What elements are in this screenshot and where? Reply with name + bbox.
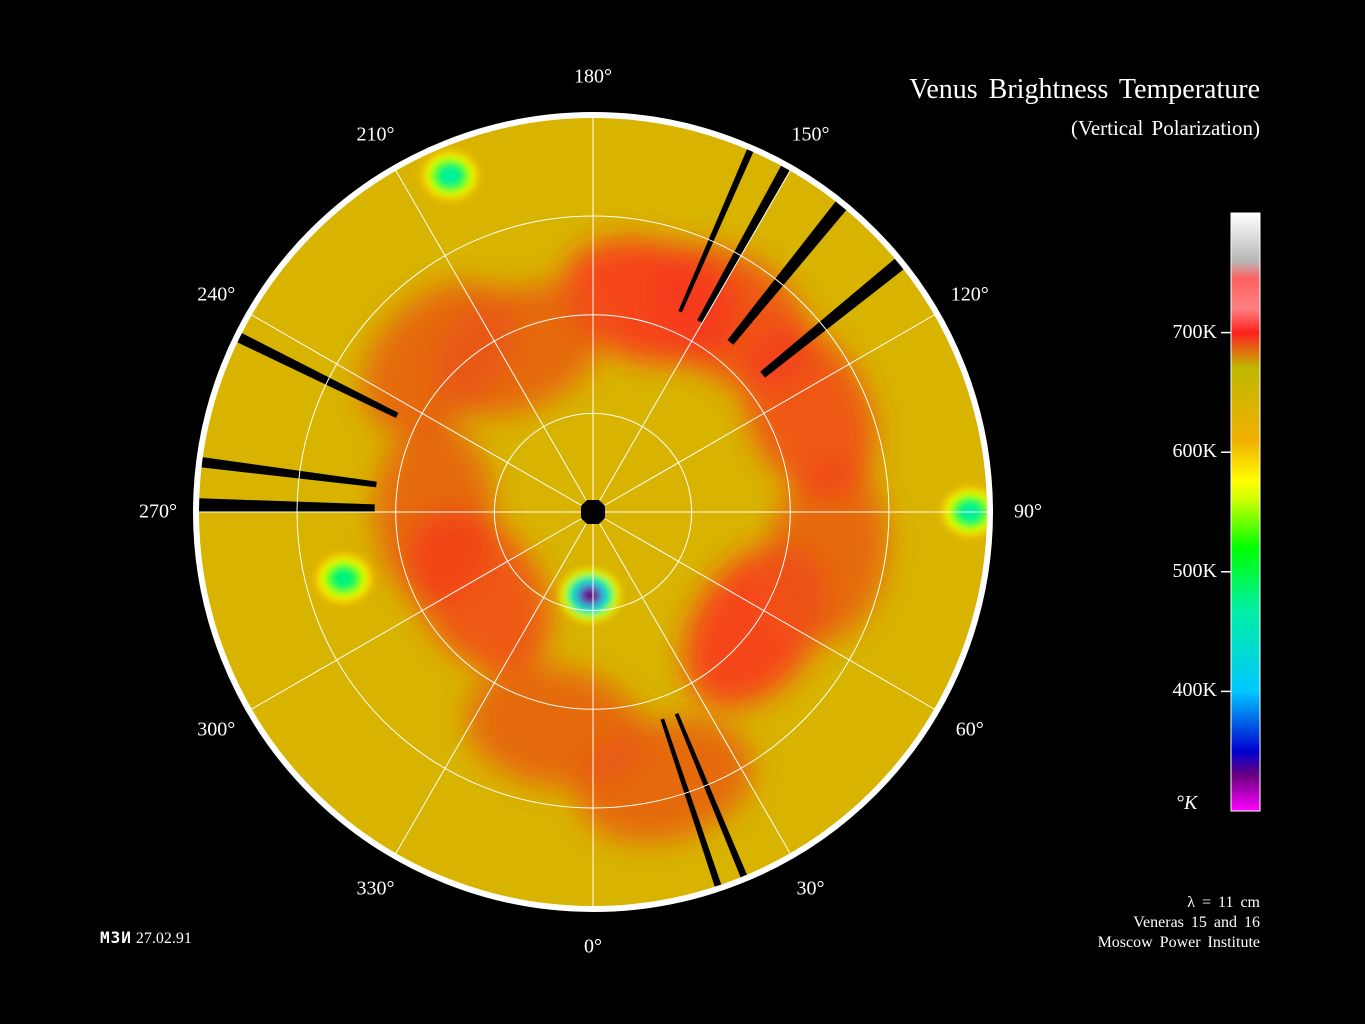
angle-label-150: 150° — [791, 123, 830, 146]
outer-rim — [193, 112, 993, 912]
colorbar — [1230, 212, 1261, 812]
data-gap-0 — [727, 183, 861, 345]
credit-date: 27.02.91 — [135, 930, 192, 947]
spoke-30 — [592, 511, 792, 857]
spoke-300 — [248, 511, 594, 711]
data-gap-3 — [760, 244, 922, 378]
hot-region-4 — [407, 510, 551, 674]
cold-spot-2 — [313, 552, 374, 605]
colorbar-label-400: 400K — [1172, 679, 1217, 702]
data-gaps — [196, 128, 922, 909]
colorbar-label-700: 700K — [1172, 320, 1217, 343]
angle-label-120: 120° — [950, 283, 989, 305]
spoke-330 — [394, 511, 594, 857]
data-gap-5 — [196, 453, 377, 488]
pole-marker — [581, 500, 605, 524]
data-gap-1 — [697, 145, 802, 323]
note-wavelength: λ = 11 cm — [1187, 894, 1260, 911]
angle-label-180: 180° — [574, 65, 612, 88]
angle-label-60: 60° — [955, 718, 984, 740]
data-gap-8 — [674, 712, 756, 899]
spoke-120 — [592, 313, 938, 513]
colorbar-label-600: 600K — [1172, 440, 1217, 463]
colorbar-unit: °K — [1176, 792, 1198, 814]
angle-label-270: 270° — [139, 500, 177, 523]
angle-label-210: 210° — [356, 123, 395, 146]
note-institute: Moscow Power Institute — [1097, 934, 1260, 951]
angle-label-240: 240° — [197, 283, 236, 305]
note-spacecraft: Veneras 15 and 16 — [1133, 914, 1260, 931]
data-gap-7 — [660, 718, 729, 909]
colorbar-label-500: 500K — [1172, 559, 1217, 582]
chart-title: Venus Brightness Temperature — [909, 74, 1260, 105]
credit-code: МЗИ — [100, 928, 132, 947]
hot-region-8 — [766, 464, 889, 643]
hot-region-6 — [576, 717, 754, 843]
data-gap-6 — [196, 497, 375, 512]
spoke-240 — [248, 313, 594, 513]
angle-label-90: 90° — [1014, 500, 1042, 523]
spoke-60 — [592, 511, 938, 711]
spoke-210 — [394, 167, 594, 513]
hot-region-2 — [362, 281, 516, 435]
angle-label-330: 330° — [356, 877, 395, 900]
angle-label-300: 300° — [197, 718, 236, 740]
cold-spots — [313, 149, 990, 622]
credit: МЗИ 27.02.91 — [100, 928, 192, 948]
data-gap-4 — [216, 322, 399, 418]
cold-spot-3 — [560, 569, 620, 622]
cold-spot-1 — [420, 149, 481, 202]
spoke-150 — [592, 167, 792, 513]
data-gap-2 — [678, 128, 763, 313]
hot-region-10 — [648, 245, 811, 389]
angle-label-30: 30° — [796, 877, 825, 900]
angle-label-0: 0° — [584, 935, 602, 958]
chart-subtitle: (Vertical Polarization) — [1070, 116, 1260, 140]
